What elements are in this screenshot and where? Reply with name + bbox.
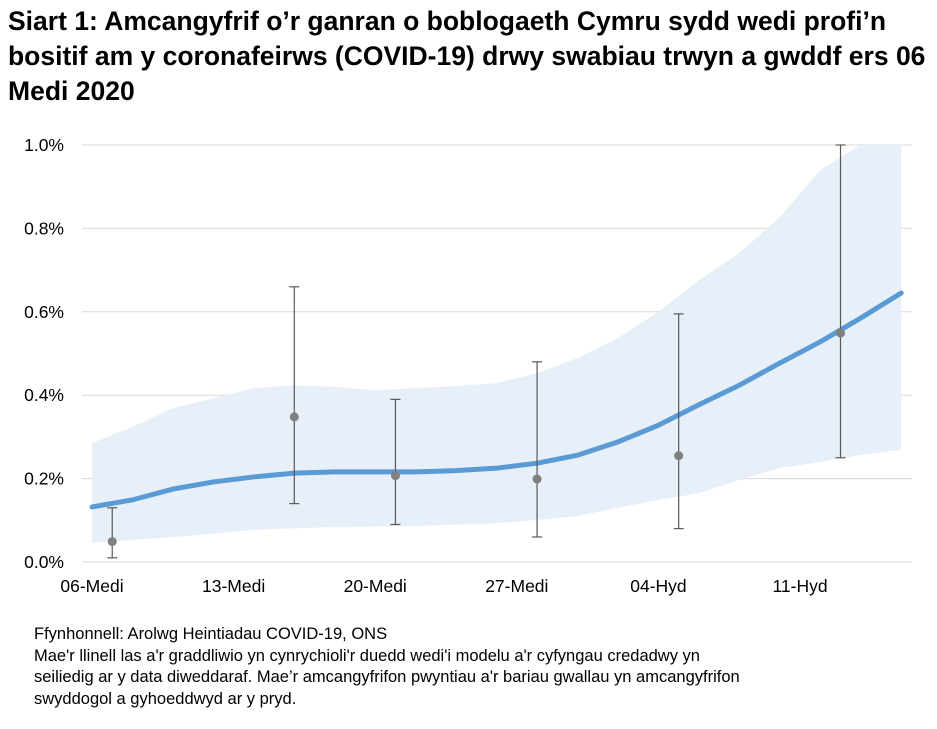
note-line: swyddogol a gyhoeddwyd ar y pryd. [34, 689, 297, 708]
chart-notes: Ffynhonnell: Arolwg Heintiadau COVID-19,… [34, 624, 740, 710]
modelled-trend-line [89, 290, 904, 510]
chart-title: Siart 1: Amcangyfrif o’r ganran o boblog… [8, 6, 926, 106]
y-tick-label: 0.4% [24, 385, 64, 405]
y-tick-label: 0.0% [24, 552, 64, 572]
official-estimate-point [390, 471, 400, 481]
x-tick-label: 20-Medi [344, 576, 407, 596]
chart: 0.0% 0.2% 0.4% 0.6% 0.8% 1.0% 06-Medi 13-Medi 2… [24, 135, 912, 596]
official-estimate-point [532, 474, 542, 484]
x-tick-label: 27-Medi [485, 576, 548, 596]
official-estimate-point [289, 412, 299, 422]
y-tick-label: 0.6% [24, 302, 64, 322]
note-line: seiliedig ar y data diweddaraf. Mae’r am… [34, 668, 740, 686]
y-tick-label: 1.0% [24, 135, 64, 155]
official-estimate-point [836, 328, 846, 338]
x-tick-label: 11-Hyd [772, 576, 827, 596]
note-line: Mae'r llinell las a'r graddliwio yn cynr… [34, 646, 700, 665]
error-bar [107, 507, 118, 559]
error-bar [390, 398, 401, 526]
error-bar [289, 286, 300, 505]
x-tick-label: 13-Medi [202, 576, 265, 596]
y-tick-label: 0.8% [24, 218, 64, 238]
error-bar [532, 361, 543, 538]
source-note: Ffynhonnell: Arolwg Heintiadau COVID-19,… [34, 625, 388, 643]
error-bar [835, 144, 846, 459]
y-tick-label: 0.2% [24, 469, 64, 489]
official-estimate-point [107, 537, 117, 547]
error-bar [673, 313, 684, 530]
x-tick-label: 06-Medi [60, 576, 123, 596]
official-estimate-point [674, 451, 684, 461]
x-tick-label: 04-Hyd [630, 576, 686, 596]
